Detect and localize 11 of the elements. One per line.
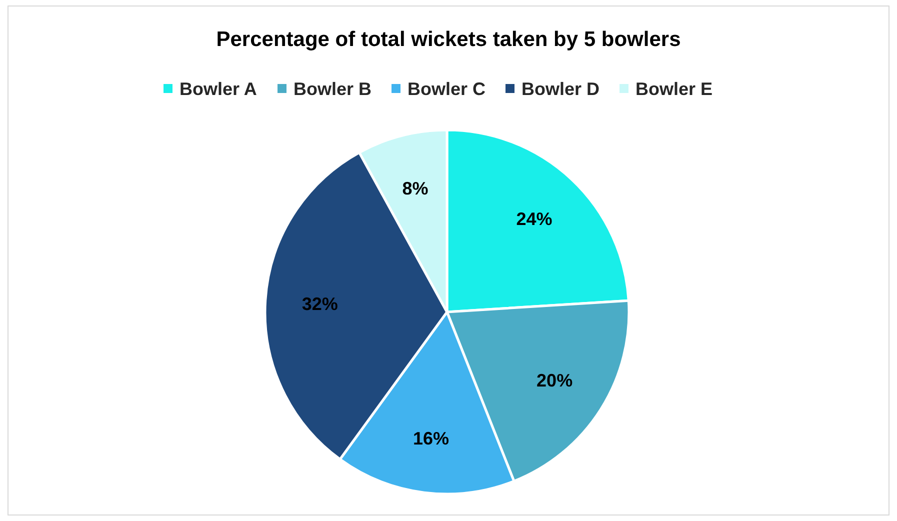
legend-label: Bowler C	[408, 79, 486, 99]
data-label: 8%	[402, 178, 428, 199]
legend-label: Bowler B	[294, 79, 372, 99]
data-label: 32%	[302, 294, 338, 314]
legend-label: Bowler A	[180, 79, 257, 99]
legend-label: Bowler D	[522, 79, 600, 99]
data-label: 16%	[413, 428, 450, 448]
legend-label: Bowler E	[636, 79, 713, 99]
chart-title: Percentage of total wickets taken by 5 bowlers	[216, 28, 681, 51]
data-label: 24%	[516, 209, 552, 230]
data-label: 20%	[536, 370, 573, 390]
